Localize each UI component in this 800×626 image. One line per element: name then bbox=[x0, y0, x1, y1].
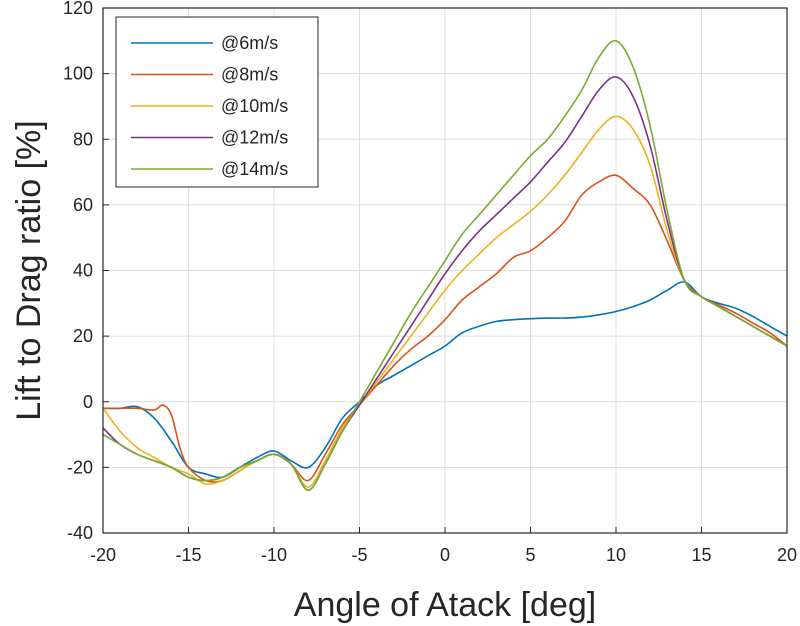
x-axis-label: Angle of Atack [deg] bbox=[294, 586, 596, 624]
x-tick-label: 15 bbox=[691, 545, 711, 565]
x-tick-label: -10 bbox=[261, 545, 287, 565]
x-tick-label: -15 bbox=[175, 545, 201, 565]
legend-label: @6m/s bbox=[221, 33, 278, 53]
legend-box bbox=[115, 16, 319, 188]
y-tick-label: -20 bbox=[67, 457, 93, 477]
y-tick-label: 40 bbox=[73, 261, 93, 281]
legend-label: @10m/s bbox=[221, 96, 288, 116]
legend: @6m/s @8m/s @10m/s @12m/s @14m/s bbox=[115, 16, 319, 188]
y-tick-label: 120 bbox=[63, 0, 93, 18]
x-tick-label: 5 bbox=[525, 545, 535, 565]
y-tick-label: 20 bbox=[73, 326, 93, 346]
x-tick-label: -20 bbox=[90, 545, 116, 565]
y-tick-label: 80 bbox=[73, 129, 93, 149]
series-line-5 bbox=[103, 39, 787, 492]
y-tick-label: 60 bbox=[73, 195, 93, 215]
series-line-3 bbox=[103, 115, 787, 488]
legend-label: @14m/s bbox=[221, 159, 288, 179]
y-tick-label: 100 bbox=[63, 64, 93, 84]
series-line-2 bbox=[103, 174, 787, 483]
x-tick-label: 10 bbox=[606, 545, 626, 565]
x-tick-label: 0 bbox=[440, 545, 450, 565]
legend-label: @12m/s bbox=[221, 128, 288, 148]
y-tick-label: 0 bbox=[83, 392, 93, 412]
y-axis-label: Lift to Drag ratio [%] bbox=[10, 120, 48, 420]
x-tick-label: -5 bbox=[351, 545, 367, 565]
series-lines bbox=[103, 39, 787, 492]
legend-label: @8m/s bbox=[221, 65, 278, 85]
y-tick-label: -40 bbox=[67, 523, 93, 543]
x-tick-label: 20 bbox=[777, 545, 797, 565]
series-line-1 bbox=[103, 281, 787, 479]
